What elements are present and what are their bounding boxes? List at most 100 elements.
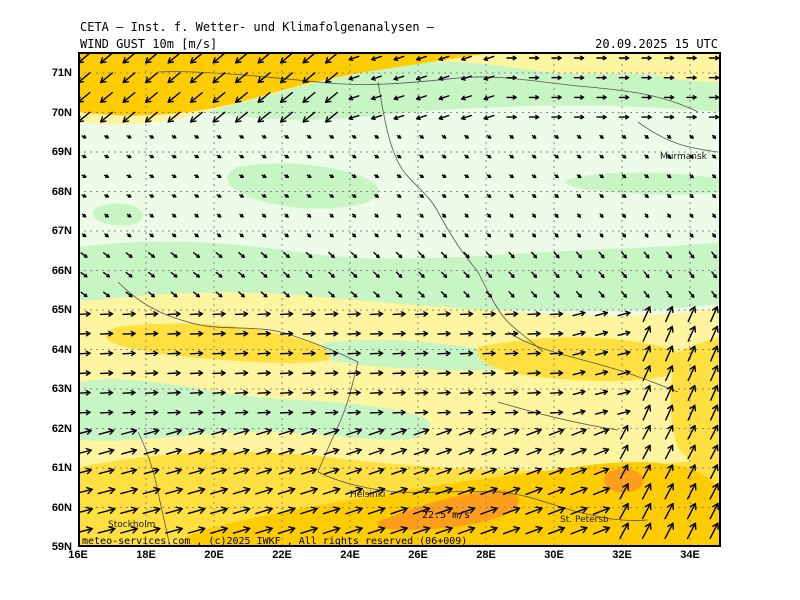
wind-arrow (374, 134, 379, 139)
lat-label: 69N (51, 146, 72, 158)
wind-arrow (571, 427, 587, 436)
wind-arrow (122, 311, 136, 317)
wind-arrow (171, 174, 177, 178)
wind-arrow (554, 193, 559, 198)
wind-arrow (374, 154, 379, 159)
wind-arrow (144, 409, 159, 416)
wind-arrow (232, 486, 251, 495)
wind-arrow (618, 75, 630, 81)
wind-arrow (171, 233, 177, 238)
wind-arrow (396, 154, 402, 159)
wind-arrow (527, 330, 541, 337)
wind-arrow (390, 506, 408, 515)
lon-label: 16E (68, 549, 88, 561)
wind-arrow (419, 194, 424, 198)
wind-arrow (482, 409, 496, 416)
wind-arrow (576, 233, 582, 238)
wind-arrow (149, 233, 154, 238)
wind-arrow (279, 330, 294, 337)
wind-arrow (325, 111, 338, 123)
wind-arrow (306, 174, 312, 178)
wind-arrow (390, 526, 408, 535)
wind-arrow (302, 409, 316, 416)
wind-arrow (687, 365, 697, 382)
wind-arrow (412, 526, 431, 535)
wind-arrow (641, 483, 652, 500)
wind-arrow (549, 330, 564, 337)
wind-arrow (189, 389, 204, 396)
wind-arrow (167, 330, 181, 337)
wind-arrow (549, 311, 564, 317)
wind-arrow (483, 75, 495, 81)
wind-arrow (194, 174, 199, 178)
wind-arrow (593, 447, 610, 456)
wind-arrow (347, 370, 361, 376)
wind-arrow (329, 154, 334, 159)
wind-arrow (121, 428, 137, 435)
wind-arrow (122, 111, 136, 123)
wind-arrow (103, 193, 110, 198)
wind-arrow (643, 251, 650, 259)
wind-arrow (392, 370, 406, 376)
wind-arrow (322, 506, 341, 515)
wind-arrow (458, 467, 475, 475)
wind-arrow (642, 306, 652, 323)
city-stockholm: Stockholm (108, 520, 155, 530)
wind-arrow (351, 134, 357, 139)
wind-arrow (238, 291, 245, 298)
wind-arrow (457, 526, 476, 535)
wind-arrow (576, 174, 582, 179)
lat-label: 67N (51, 225, 72, 237)
wind-arrow (414, 409, 429, 416)
wind-arrow (527, 409, 541, 416)
lat-lon-grid (78, 52, 721, 547)
wind-arrow (528, 114, 540, 120)
wind-arrow (438, 114, 450, 121)
lat-label: 70N (51, 106, 72, 119)
wind-arrow (711, 174, 717, 179)
wind-arrow (368, 467, 385, 475)
wind-arrow (255, 526, 273, 534)
wind-arrow (301, 467, 317, 475)
wind-arrow (277, 506, 296, 515)
wind-arrow (126, 134, 132, 139)
wind-arrow (373, 251, 380, 259)
wind-arrow (459, 370, 474, 376)
wind-arrow (709, 424, 719, 440)
wind-arrow (687, 345, 697, 362)
wind-arrow (525, 526, 543, 535)
wind-arrow (351, 213, 357, 218)
wind-arrow (369, 409, 384, 416)
wind-arrow (687, 404, 697, 421)
wind-arrow (689, 213, 694, 218)
wind-arrow (667, 213, 671, 218)
wind-arrow (526, 447, 542, 456)
wind-arrow (277, 486, 296, 495)
wind-arrow (572, 310, 586, 317)
wind-arrow (188, 447, 205, 455)
wind-arrow (464, 213, 469, 218)
wind-arrow (599, 174, 604, 179)
wind-arrows (78, 52, 720, 540)
wind-arrow (396, 213, 402, 218)
wind-arrow (211, 447, 227, 455)
wind-arrow (193, 291, 200, 298)
wind-arrow (257, 311, 271, 317)
wind-gust-map[interactable]: Murmansk Helsinki Stockholm St. Petersb … (78, 52, 721, 547)
wind-arrow (171, 134, 177, 139)
wind-arrow (621, 290, 627, 298)
wind-arrow (99, 311, 114, 317)
wind-arrow (255, 486, 273, 495)
wind-arrow (348, 55, 360, 62)
wind-arrow (441, 213, 447, 218)
wind-arrow (302, 91, 316, 103)
wind-arrow (435, 486, 453, 495)
wind-arrow (525, 506, 543, 515)
wind-arrow (347, 330, 361, 337)
wind-arrow (142, 526, 161, 534)
wind-arrow (374, 174, 379, 178)
wind-arrow (509, 154, 514, 159)
wind-arrow (689, 233, 694, 238)
wind-arrow (302, 370, 316, 376)
wind-arrow (464, 154, 469, 159)
